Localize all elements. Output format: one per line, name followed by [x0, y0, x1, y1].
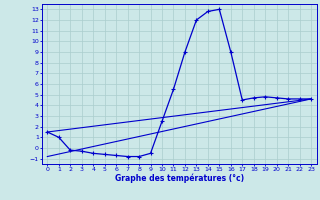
X-axis label: Graphe des températures (°c): Graphe des températures (°c) [115, 174, 244, 183]
